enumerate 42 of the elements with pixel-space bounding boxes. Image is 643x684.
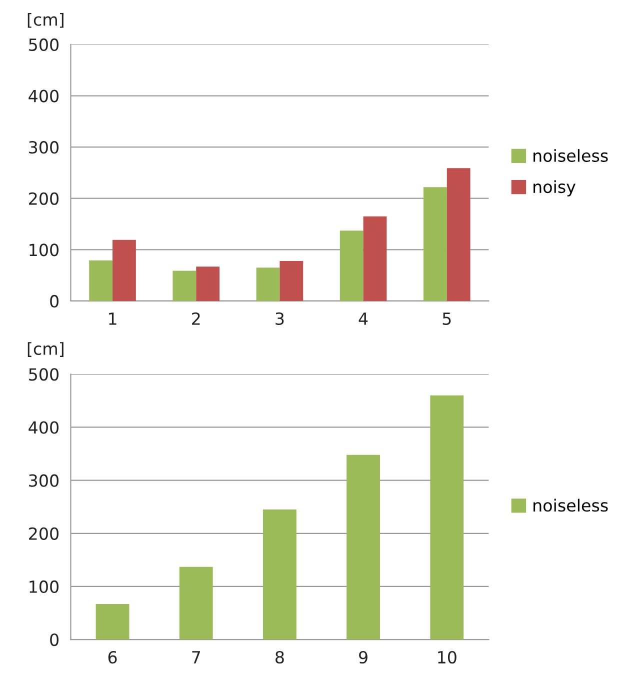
y-tick-label: 0 <box>50 634 59 646</box>
legend-label: noisy <box>534 180 576 196</box>
legend-label: noiseless <box>534 498 608 512</box>
x-tick-label: 8 <box>276 650 284 664</box>
x-tick-label: 4 <box>358 312 368 325</box>
bar <box>340 230 364 301</box>
bar <box>363 216 387 301</box>
bar <box>446 168 470 301</box>
y-tick-label: 500 <box>29 38 59 52</box>
x-tick-label: 1 <box>109 312 116 325</box>
bar <box>430 395 464 640</box>
x-tick-label: 5 <box>442 312 451 325</box>
legend-label: noiseless <box>534 149 608 162</box>
x-tick-label: 3 <box>276 312 284 325</box>
bar <box>172 270 196 301</box>
x-tick-label: 7 <box>192 651 200 664</box>
y-tick-label: 0 <box>50 294 59 308</box>
x-tick-label: 2 <box>192 312 200 325</box>
bar <box>89 260 113 301</box>
y-tick-label: 400 <box>28 90 59 102</box>
bar <box>112 240 136 301</box>
bar <box>256 268 280 301</box>
bar <box>196 266 220 301</box>
y-axis-title: [cm] <box>28 342 64 357</box>
bar <box>96 604 130 640</box>
y-tick-label: 400 <box>28 421 59 434</box>
y-tick-label: 500 <box>29 368 59 381</box>
bar <box>262 510 296 640</box>
x-tick-label: 9 <box>359 650 368 664</box>
y-tick-label: 100 <box>30 580 59 594</box>
bar <box>179 566 213 640</box>
bar <box>280 260 304 301</box>
y-tick-label: 300 <box>29 141 59 154</box>
bar <box>346 454 380 640</box>
x-tick-label: 10 <box>438 650 456 664</box>
x-tick-label: 6 <box>108 650 117 664</box>
y-tick-label: 200 <box>29 527 59 540</box>
y-tick-label: 200 <box>29 192 59 205</box>
y-axis-title: [cm] <box>28 12 64 28</box>
y-tick-label: 100 <box>30 244 59 256</box>
bar <box>423 187 447 301</box>
y-tick-label: 300 <box>29 474 59 487</box>
